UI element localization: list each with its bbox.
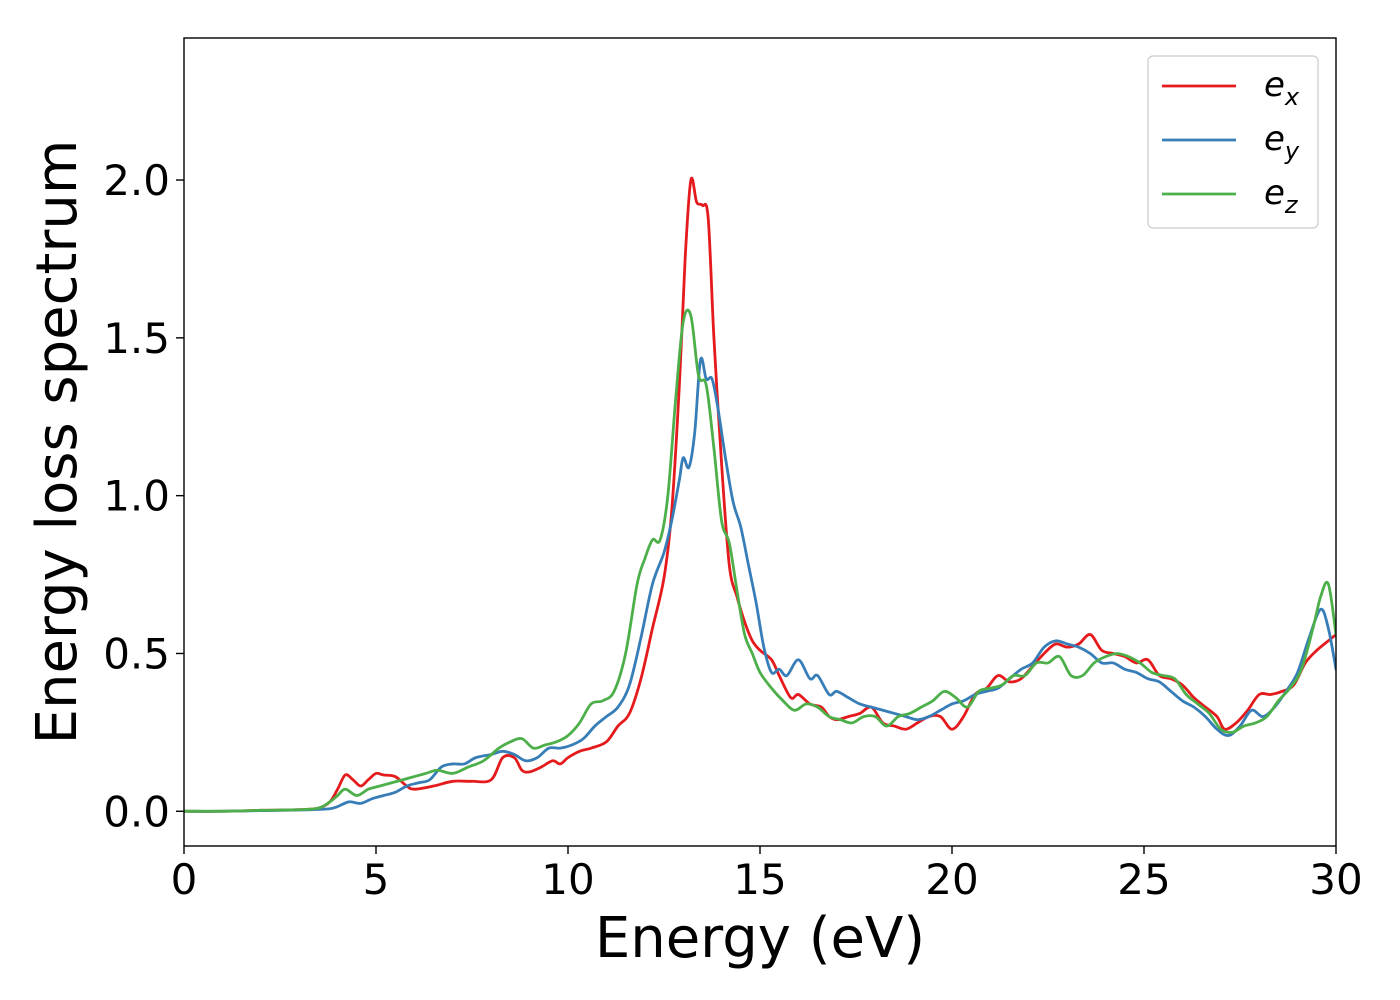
x-tick-label: 5	[363, 855, 390, 904]
legend-label: ey	[1264, 119, 1300, 165]
legend-box	[1147, 55, 1319, 229]
y-axis-title: Energy loss spectrum	[25, 140, 90, 745]
x-tick-label: 30	[1309, 855, 1362, 904]
x-tick-label: 15	[733, 855, 786, 904]
x-tick-label: 20	[925, 855, 978, 904]
x-tick-label: 0	[171, 855, 198, 904]
series-line-e-z	[184, 308, 1336, 813]
x-tick-label: 25	[1117, 855, 1170, 904]
x-axis-title: Energy (eV)	[595, 906, 925, 971]
legend-label: ex	[1264, 65, 1300, 111]
y-axis-ticks: 0.0 0.5 1.0 1.5 2.0	[103, 156, 184, 836]
legend: ex ey ez	[1147, 55, 1319, 229]
series-layer	[184, 176, 1336, 813]
y-tick-label: 2.0	[103, 156, 170, 205]
x-tick-label: 10	[541, 855, 594, 904]
x-axis-ticks: 0 5 10 15 20 25 30	[171, 846, 1363, 904]
y-tick-label: 0.0	[103, 787, 170, 836]
y-tick-label: 0.5	[103, 629, 170, 678]
y-tick-label: 1.0	[103, 472, 170, 521]
series-line-e-y	[184, 356, 1336, 813]
y-tick-label: 1.5	[103, 314, 170, 363]
legend-label: ez	[1264, 173, 1299, 219]
